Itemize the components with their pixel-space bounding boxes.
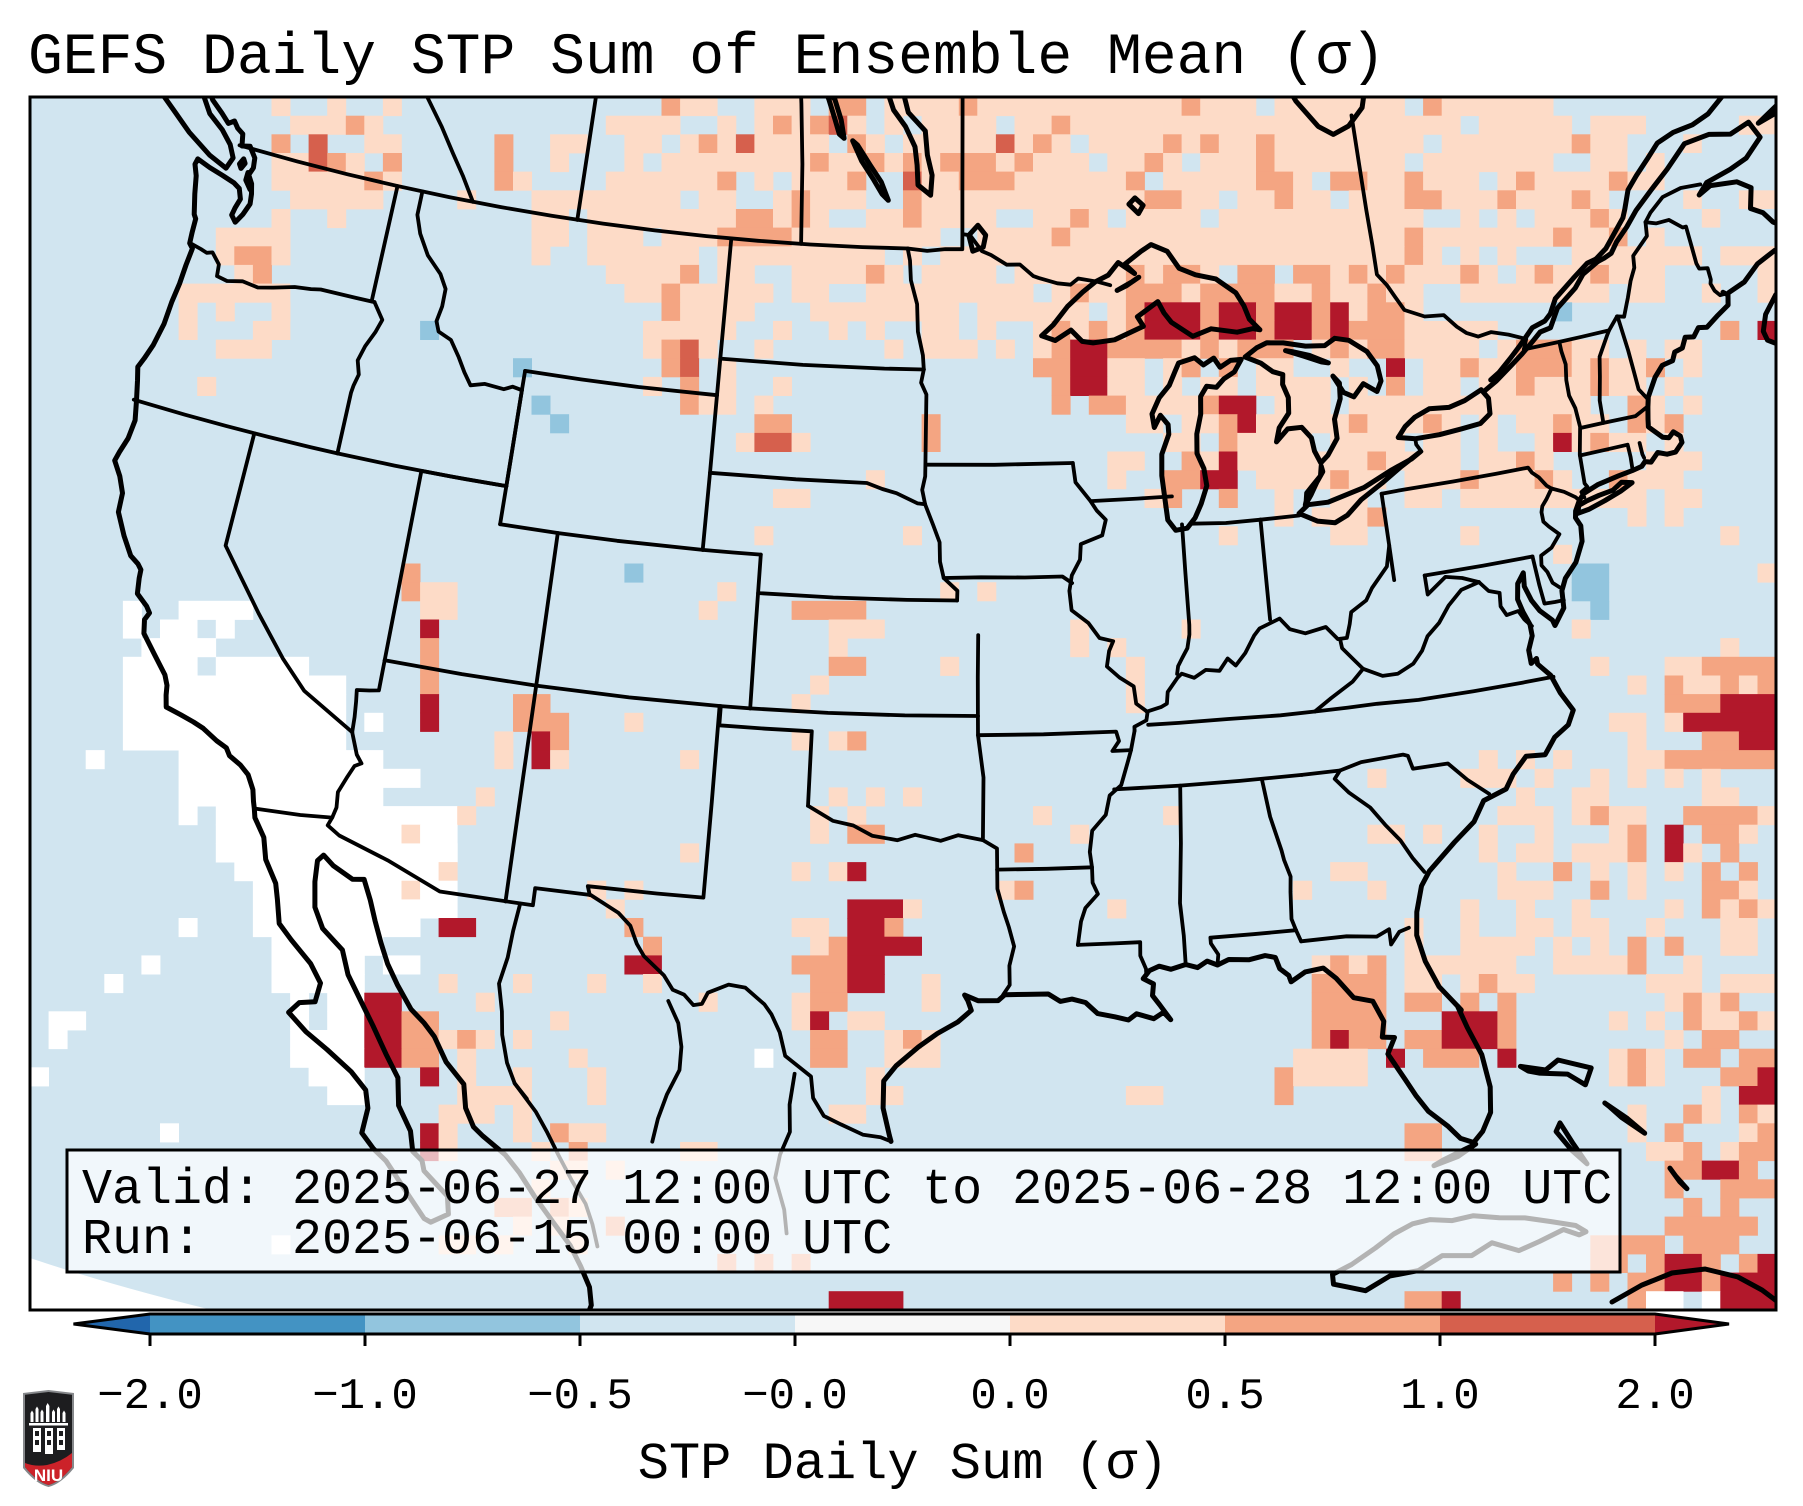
svg-text:1.0: 1.0 (1400, 1372, 1479, 1422)
svg-text:STP Daily Sum (σ): STP Daily Sum (σ) (638, 1435, 1169, 1494)
svg-text:−0.5: −0.5 (527, 1372, 633, 1422)
svg-text:0.5: 0.5 (1185, 1372, 1264, 1422)
svg-text:2.0: 2.0 (1615, 1372, 1694, 1422)
svg-text:−1.0: −1.0 (312, 1372, 418, 1422)
svg-text:−0.0: −0.0 (742, 1372, 848, 1422)
svg-text:0.0: 0.0 (970, 1372, 1049, 1422)
svg-text:−2.0: −2.0 (97, 1372, 203, 1422)
svg-text:Run: 2025-06-15 00:00 UTC: Run: 2025-06-15 00:00 UTC (82, 1212, 892, 1269)
svg-text:Valid: 2025-06-27 12:00 UTC to: Valid: 2025-06-27 12:00 UTC to 2025-06-2… (82, 1162, 1612, 1219)
svg-text:GEFS Daily STP Sum of Ensemble: GEFS Daily STP Sum of Ensemble Mean (σ) (28, 26, 1385, 91)
svg-text:NIU: NIU (34, 1466, 63, 1485)
